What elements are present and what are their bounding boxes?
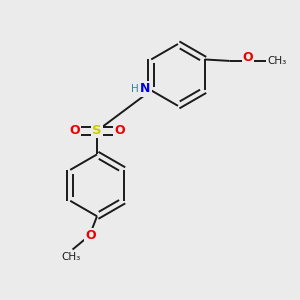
Text: O: O [85,229,95,242]
Text: H: H [131,84,139,94]
Text: CH₃: CH₃ [268,56,287,66]
Text: O: O [243,51,253,64]
Text: N: N [140,82,151,95]
Text: S: S [92,124,102,137]
Text: CH₃: CH₃ [61,253,81,262]
Text: O: O [114,124,125,137]
Text: O: O [69,124,80,137]
